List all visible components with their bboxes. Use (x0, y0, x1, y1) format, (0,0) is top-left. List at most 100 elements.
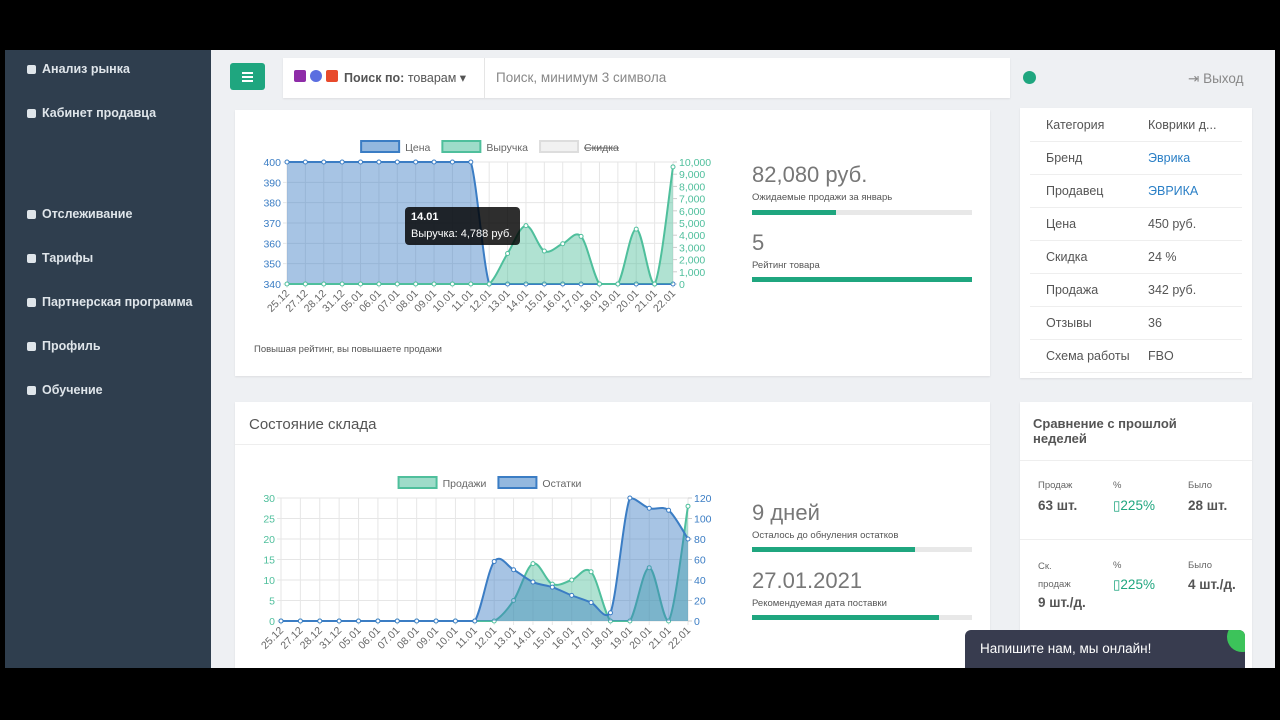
data-point (530, 579, 536, 585)
series-line (281, 496, 689, 622)
info-value[interactable]: Эврика (1148, 151, 1191, 165)
data-point (413, 281, 419, 287)
series-area (287, 166, 673, 284)
logout-label[interactable]: Выход (1203, 71, 1244, 86)
info-row: Категория Коврики д... (1030, 108, 1242, 142)
info-row: Схема работы FBO (1030, 339, 1242, 373)
data-point (670, 281, 676, 287)
nav-item[interactable]: Партнерская программа (27, 295, 193, 309)
info-key: Цена (1046, 217, 1077, 231)
data-point (685, 503, 691, 509)
data-point (523, 281, 529, 287)
cmp-value: 9 шт./д. (1038, 595, 1086, 610)
chat-widget[interactable]: Напишите нам, мы онлайн! (965, 630, 1245, 668)
data-point (413, 159, 419, 165)
y-tick-label: 380 (263, 198, 281, 210)
nav-item[interactable]: Кабинет продавца (27, 106, 156, 120)
marketplace-icon[interactable] (294, 70, 306, 82)
cmp-value: ▯225% (1113, 577, 1155, 592)
data-point (433, 618, 439, 624)
nav-label[interactable]: Анализ рынка (42, 62, 130, 76)
info-key: Продажа (1046, 283, 1099, 297)
y2-tick-label: 4,000 (679, 230, 705, 242)
cmp-label: Было (1188, 560, 1212, 571)
data-point (549, 584, 555, 590)
scope-value[interactable]: товарам (407, 71, 457, 85)
card-title: Сравнение с прошлой неделей (1033, 416, 1177, 446)
data-point (375, 618, 381, 624)
sidebar: Анализ рынка Кабинет продавца Отслеживан… (5, 50, 211, 668)
data-point (394, 618, 400, 624)
data-point (569, 577, 575, 583)
data-point (468, 159, 474, 165)
data-point (297, 618, 303, 624)
legend-swatch (441, 140, 482, 153)
stat-value: 5 (752, 230, 765, 255)
sales-chart: 340 350 360 370 380 390 400 01,0002,0003,0004,0… (263, 140, 711, 315)
nav-label[interactable]: Партнерская программа (42, 295, 193, 309)
legend-label: Выручка (486, 142, 528, 154)
y-tick-label: 5 (269, 596, 275, 608)
y-tick-label: 25 (263, 514, 275, 526)
logout[interactable]: ⇥ Выход (1188, 71, 1244, 86)
stock-panel: Состояние склада 9 дней Осталось до обну… (235, 402, 990, 668)
data-point (541, 281, 547, 287)
y2-tick-label: 10,000 (679, 157, 711, 169)
data-point (607, 618, 613, 624)
info-value: FBO (1148, 349, 1174, 363)
data-point (666, 507, 672, 513)
search-scope[interactable]: Поиск по: товарам ▾ (344, 71, 467, 85)
data-point (491, 618, 497, 624)
info-row: Бренд Эврика (1030, 141, 1242, 175)
nav-label[interactable]: Профиль (42, 339, 101, 353)
data-point (588, 600, 594, 606)
data-point (666, 618, 672, 624)
info-row: Отзывы 36 (1030, 306, 1242, 340)
help-icon[interactable] (1023, 71, 1036, 84)
nav-label[interactable]: Тарифы (42, 251, 94, 265)
data-point (560, 281, 566, 287)
data-point (560, 241, 566, 247)
info-value[interactable]: ЭВРИКА (1148, 184, 1199, 198)
info-value[interactable]: Коврики д... (1148, 118, 1217, 132)
tooltip-title: 14.01 (411, 211, 439, 223)
chat-label[interactable]: Напишите нам, мы онлайн! (980, 641, 1152, 656)
nav-item[interactable]: Анализ рынка (27, 62, 130, 76)
data-point (588, 569, 594, 575)
nav-item[interactable]: Обучение (27, 383, 103, 397)
y2-tick-label: 0 (679, 279, 685, 291)
marketplace-icon[interactable] (326, 70, 338, 82)
marketplace-icon[interactable] (310, 70, 322, 82)
nav-item[interactable]: Отслеживание (27, 207, 132, 221)
nav-label[interactable]: Обучение (42, 383, 103, 397)
data-point (607, 610, 613, 616)
y2-tick-label: 0 (694, 616, 700, 628)
data-point (358, 159, 364, 165)
cmp-label: % (1113, 480, 1122, 491)
y2-tick-label: 5,000 (679, 218, 705, 230)
info-row: Цена 450 руб. (1030, 207, 1242, 241)
data-point (394, 281, 400, 287)
y2-tick-label: 3,000 (679, 242, 705, 254)
data-point (633, 226, 639, 232)
nav-label[interactable]: Отслеживание (42, 207, 133, 221)
stat-label: Осталось до обнуления остатков (752, 530, 899, 541)
info-value: 24 % (1148, 250, 1177, 264)
data-point (321, 159, 327, 165)
nav-label[interactable]: Кабинет продавца (42, 106, 157, 120)
legend-label: Продажи (443, 478, 487, 490)
data-point (336, 618, 342, 624)
info-key: Схема работы (1046, 349, 1130, 363)
panel-title: Состояние склада (249, 416, 377, 433)
data-point (472, 618, 478, 624)
nav-item[interactable]: Тарифы (27, 251, 93, 265)
y2-tick-label: 60 (694, 555, 706, 567)
info-key: Категория (1046, 118, 1105, 132)
menu-button[interactable] (230, 63, 265, 90)
search-input[interactable]: Поиск, минимум 3 символа (496, 70, 667, 85)
data-point (505, 251, 511, 256)
info-key: Скидка (1046, 250, 1088, 264)
nav-item[interactable]: Профиль (27, 339, 101, 353)
y-tick-label: 20 (263, 534, 275, 546)
